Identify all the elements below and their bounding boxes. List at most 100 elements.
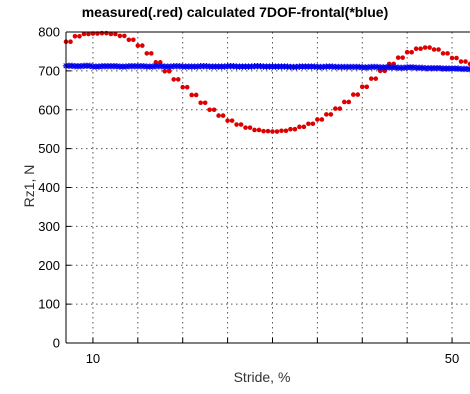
y-tick-label: 200: [38, 258, 60, 273]
data-point-measured: [144, 51, 150, 56]
data-point-measured: [270, 129, 275, 134]
y-tick-label: 0: [53, 336, 60, 351]
data-point-measured: [342, 99, 347, 105]
data-point-measured: [427, 45, 432, 50]
data-point-measured: [310, 121, 316, 127]
data-point-measured: [346, 99, 352, 105]
data-point-measured: [292, 126, 298, 132]
data-point-measured: [131, 37, 136, 43]
data-point-measured: [315, 117, 320, 122]
data-point-measured: [198, 100, 203, 106]
data-point-measured: [364, 84, 370, 90]
grid-lines: [66, 31, 470, 344]
data-point-measured: [436, 47, 441, 52]
series-calculated: [62, 62, 470, 73]
data-point-measured: [359, 84, 365, 90]
data-point-measured: [350, 92, 356, 97]
data-point-measured: [234, 122, 239, 127]
data-point-measured: [395, 55, 401, 60]
data-point-measured: [440, 51, 446, 56]
data-point-measured: [202, 100, 208, 106]
chart-title: measured(.red) calculated 7DOF-frontal(*…: [82, 4, 389, 20]
y-tick-label: 500: [38, 141, 60, 156]
y-tick-label: 800: [38, 25, 60, 40]
data-point-measured: [306, 121, 311, 127]
y-tick-label: 300: [38, 219, 60, 234]
x-tick-label: 50: [445, 351, 459, 366]
y-axis-label: Rz1, N: [21, 165, 37, 208]
data-point-measured: [400, 55, 405, 60]
data-point-measured: [283, 128, 289, 134]
data-point-measured: [166, 68, 172, 74]
data-point-measured: [113, 31, 118, 37]
data-point-measured: [256, 127, 262, 133]
data-point-measured: [445, 51, 450, 56]
data-point-measured: [373, 76, 379, 81]
plot-area: [66, 32, 470, 343]
data-point-measured: [211, 107, 217, 113]
y-tick-label: 400: [38, 180, 60, 195]
data-point-measured: [247, 125, 253, 130]
data-point-measured: [238, 122, 244, 127]
data-point-measured: [162, 68, 168, 74]
data-point-measured: [328, 112, 334, 117]
data-point-measured: [68, 39, 73, 45]
data-point-measured: [431, 47, 437, 52]
data-point-measured: [180, 84, 186, 90]
data-point-measured: [463, 59, 468, 64]
data-point-measured: [171, 77, 177, 82]
data-point-measured: [220, 113, 226, 118]
data-point-measured: [81, 31, 87, 37]
x-tick-label: 10: [86, 351, 100, 366]
tick-labels: 0 100 200 300 400 500 600 700 800 10 50: [38, 25, 459, 367]
data-point-measured: [265, 128, 271, 134]
data-point-measured: [458, 59, 464, 64]
y-tick-label: 100: [38, 297, 60, 312]
data-point-measured: [72, 33, 78, 39]
axes-frame: [65, 31, 470, 344]
data-point-measured: [153, 60, 159, 65]
data-point-measured: [252, 127, 257, 133]
data-point-measured: [274, 129, 280, 134]
data-point-measured: [454, 55, 459, 61]
data-point-measured: [337, 106, 343, 111]
data-point-measured: [422, 45, 428, 50]
data-point-measured: [449, 55, 455, 61]
data-point-measured: [207, 107, 212, 113]
data-point-measured: [140, 43, 145, 48]
data-point-calculated: [466, 66, 470, 73]
data-point-measured: [108, 31, 114, 37]
data-point-measured: [261, 128, 266, 134]
data-point-measured: [193, 92, 199, 98]
data-point-measured: [288, 126, 293, 132]
data-point-measured: [333, 106, 338, 111]
data-point-measured: [243, 125, 248, 130]
data-point-measured: [409, 49, 414, 55]
data-point-measured: [297, 124, 302, 130]
data-point-measured: [467, 61, 470, 67]
data-point-measured: [368, 76, 374, 81]
data-point-measured: [413, 46, 419, 52]
data-point-measured: [324, 112, 329, 117]
data-point-measured: [279, 128, 284, 134]
data-point-measured: [418, 46, 423, 52]
y-tick-label: 700: [38, 63, 60, 78]
data-point-measured: [117, 33, 123, 39]
data-point-measured: [355, 92, 361, 97]
x-axis-label: Stride, %: [234, 369, 291, 385]
data-point-measured: [225, 118, 230, 123]
data-point-measured: [86, 31, 91, 37]
data-point-measured: [216, 113, 221, 118]
data-point-measured: [229, 118, 235, 123]
data-point-measured: [122, 33, 127, 39]
data-point-measured: [175, 77, 181, 82]
data-point-measured: [126, 37, 132, 43]
data-point-measured: [77, 33, 82, 39]
data-point-measured: [184, 84, 190, 90]
data-point-measured: [301, 124, 307, 130]
data-point-measured: [148, 51, 154, 56]
y-tick-label: 600: [38, 102, 60, 117]
data-point-measured: [319, 117, 325, 122]
data-point-measured: [135, 43, 141, 48]
